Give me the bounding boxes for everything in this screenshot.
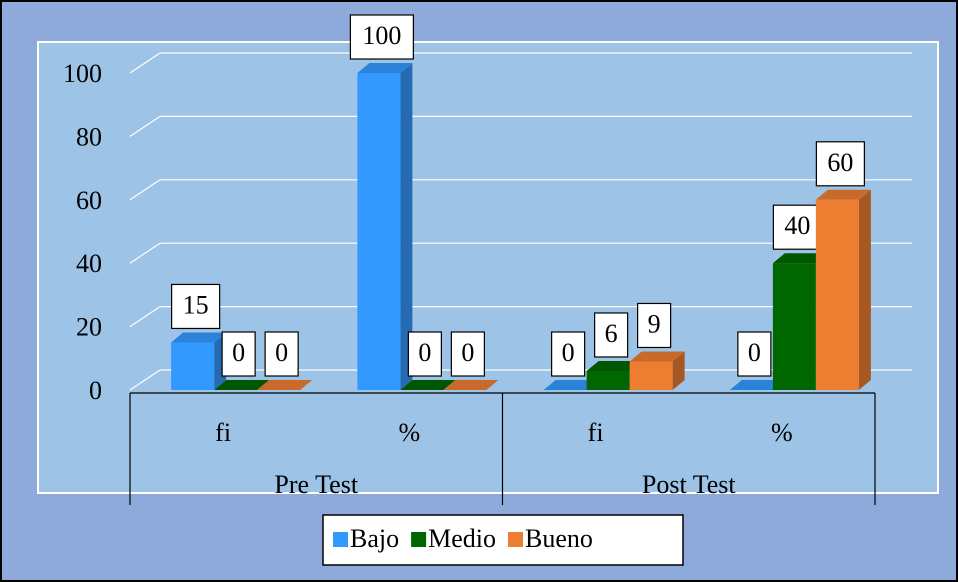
bar-side — [672, 351, 685, 390]
grid-line — [129, 179, 161, 201]
data-label: 0 — [418, 338, 431, 367]
bar — [357, 73, 401, 390]
x-tick-label: fi — [215, 418, 231, 447]
data-label-box — [407, 331, 442, 377]
bar-top — [171, 332, 227, 343]
grid-line — [129, 369, 161, 391]
data-label: 9 — [648, 309, 661, 338]
legend-swatch — [333, 532, 348, 547]
data-label-box — [349, 14, 414, 60]
data-label-box — [815, 141, 865, 187]
data-label: 0 — [562, 338, 575, 367]
bar-top — [357, 63, 413, 73]
y-tick-label: 80 — [76, 122, 102, 151]
data-label-box — [171, 283, 221, 330]
bar-side — [400, 63, 413, 390]
bar-top — [586, 360, 642, 371]
bar — [772, 263, 816, 390]
x-group-label: Pre Test — [274, 470, 358, 499]
legend-label: Medio — [428, 524, 496, 553]
legend-swatch — [411, 532, 427, 547]
data-label-box — [551, 331, 586, 377]
bar-top — [772, 253, 828, 264]
data-label: 40 — [784, 211, 810, 240]
bar — [171, 342, 215, 390]
y-tick-label: 40 — [76, 249, 102, 278]
bar-top — [214, 380, 270, 390]
x-group-label: Post Test — [642, 470, 737, 499]
grid-line — [129, 115, 161, 137]
data-label: 100 — [362, 21, 401, 50]
bar — [815, 199, 859, 390]
x-tick-label: % — [771, 418, 793, 447]
data-label-box — [450, 331, 485, 377]
x-tick-label: fi — [588, 418, 604, 447]
data-label-box — [637, 302, 672, 349]
y-tick-label: 100 — [63, 59, 102, 88]
grid-line — [129, 52, 161, 74]
bar-top — [443, 380, 499, 390]
grid-line — [129, 306, 161, 328]
grid-line — [129, 242, 161, 264]
y-tick-label: 20 — [76, 313, 102, 342]
data-label: 15 — [183, 290, 209, 319]
bar-top — [815, 189, 871, 200]
bar-side — [858, 189, 871, 390]
x-tick-label: % — [399, 418, 421, 447]
data-label: 0 — [275, 338, 288, 367]
data-label-box — [594, 312, 629, 358]
legend-label: Bueno — [525, 524, 593, 553]
data-label-box — [737, 331, 772, 377]
bar-top — [629, 351, 685, 362]
y-tick-label: 0 — [89, 376, 102, 405]
data-label: 60 — [827, 148, 853, 177]
bar — [629, 361, 673, 390]
data-label: 0 — [232, 338, 245, 367]
data-label: 6 — [605, 319, 618, 348]
data-label: 0 — [461, 338, 474, 367]
legend-label: Bajo — [350, 524, 399, 553]
data-label: 0 — [748, 338, 761, 367]
data-label-box — [264, 331, 299, 377]
y-tick-label: 60 — [76, 186, 102, 215]
bar — [586, 370, 630, 390]
data-label-box — [221, 331, 256, 377]
legend — [322, 514, 684, 566]
bar-top — [729, 380, 785, 390]
bar-top — [400, 380, 456, 390]
legend-swatch — [508, 532, 523, 547]
data-label-box — [772, 204, 822, 250]
bar-top — [257, 380, 313, 390]
bar-top — [543, 380, 599, 390]
